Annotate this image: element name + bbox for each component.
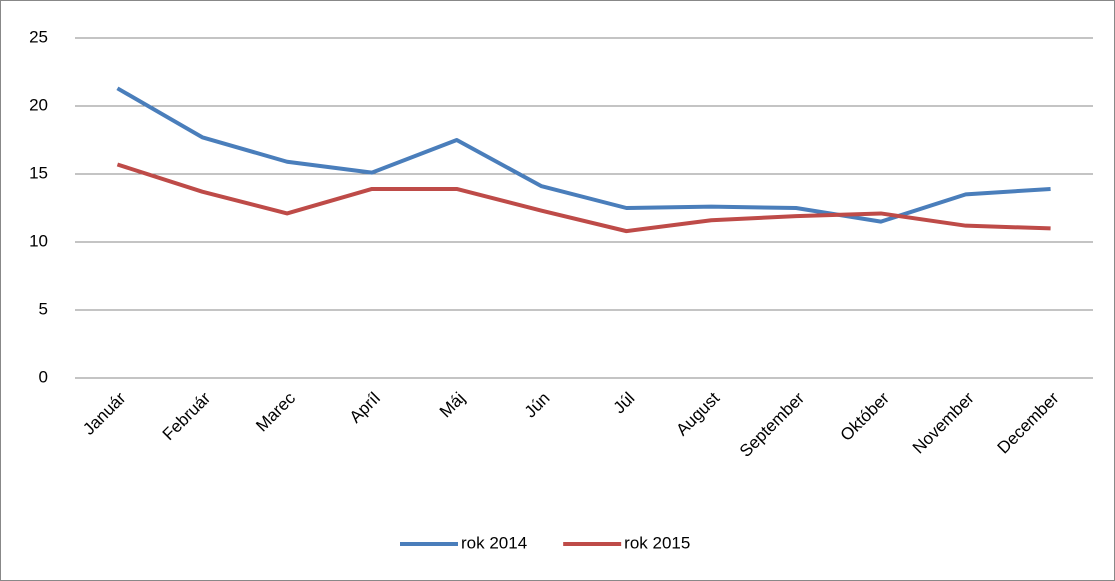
y-tick-label: 10	[29, 231, 48, 250]
legend-label: rok 2015	[624, 533, 690, 552]
y-tick-label: 20	[29, 95, 48, 114]
series-line	[116, 162, 1051, 234]
legend-label: rok 2014	[461, 533, 527, 552]
y-tick-label: 0	[39, 367, 48, 386]
y-tick-label: 25	[29, 27, 48, 46]
y-tick-label: 15	[29, 163, 48, 182]
y-tick-label: 5	[39, 299, 48, 318]
